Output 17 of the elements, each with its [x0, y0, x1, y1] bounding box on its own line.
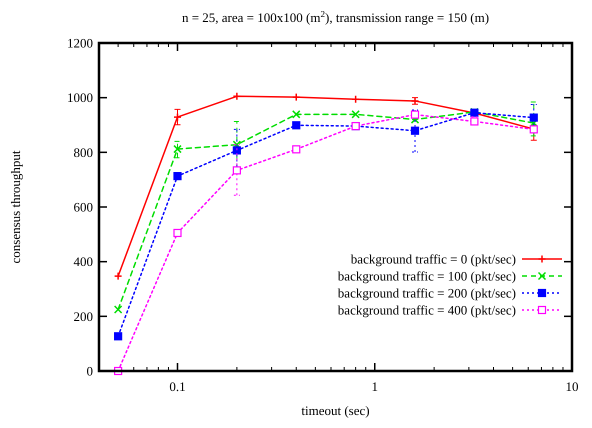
- y-tick-label: 1200: [67, 36, 93, 51]
- y-axis-title: consensus throughput: [8, 150, 23, 264]
- y-tick-label: 400: [74, 254, 93, 270]
- x-tick-label: 0.1: [169, 379, 186, 394]
- y-tick-label: 600: [74, 200, 93, 215]
- x-tick-label: 10: [566, 379, 578, 394]
- x-tick-label: 1: [371, 379, 378, 394]
- legend-label: background traffic = 400 (pkt/sec): [338, 302, 516, 318]
- y-tick-label: 800: [74, 144, 93, 160]
- y-tick-label: 0: [86, 364, 93, 379]
- y-tick-label: 1000: [67, 90, 93, 106]
- legend-label: background traffic = 100 (pkt/sec): [338, 268, 516, 284]
- x-axis-title: timeout (sec): [301, 403, 370, 418]
- legend-label: background traffic = 0 (pkt/sec): [350, 252, 516, 267]
- y-tick-label: 200: [74, 308, 93, 324]
- legend-label: background traffic = 200 (pkt/sec): [338, 286, 516, 301]
- chart-title: n = 25, area = 100x100 (m$^{2}$), transmission range = 150 (m): [182, 9, 490, 25]
